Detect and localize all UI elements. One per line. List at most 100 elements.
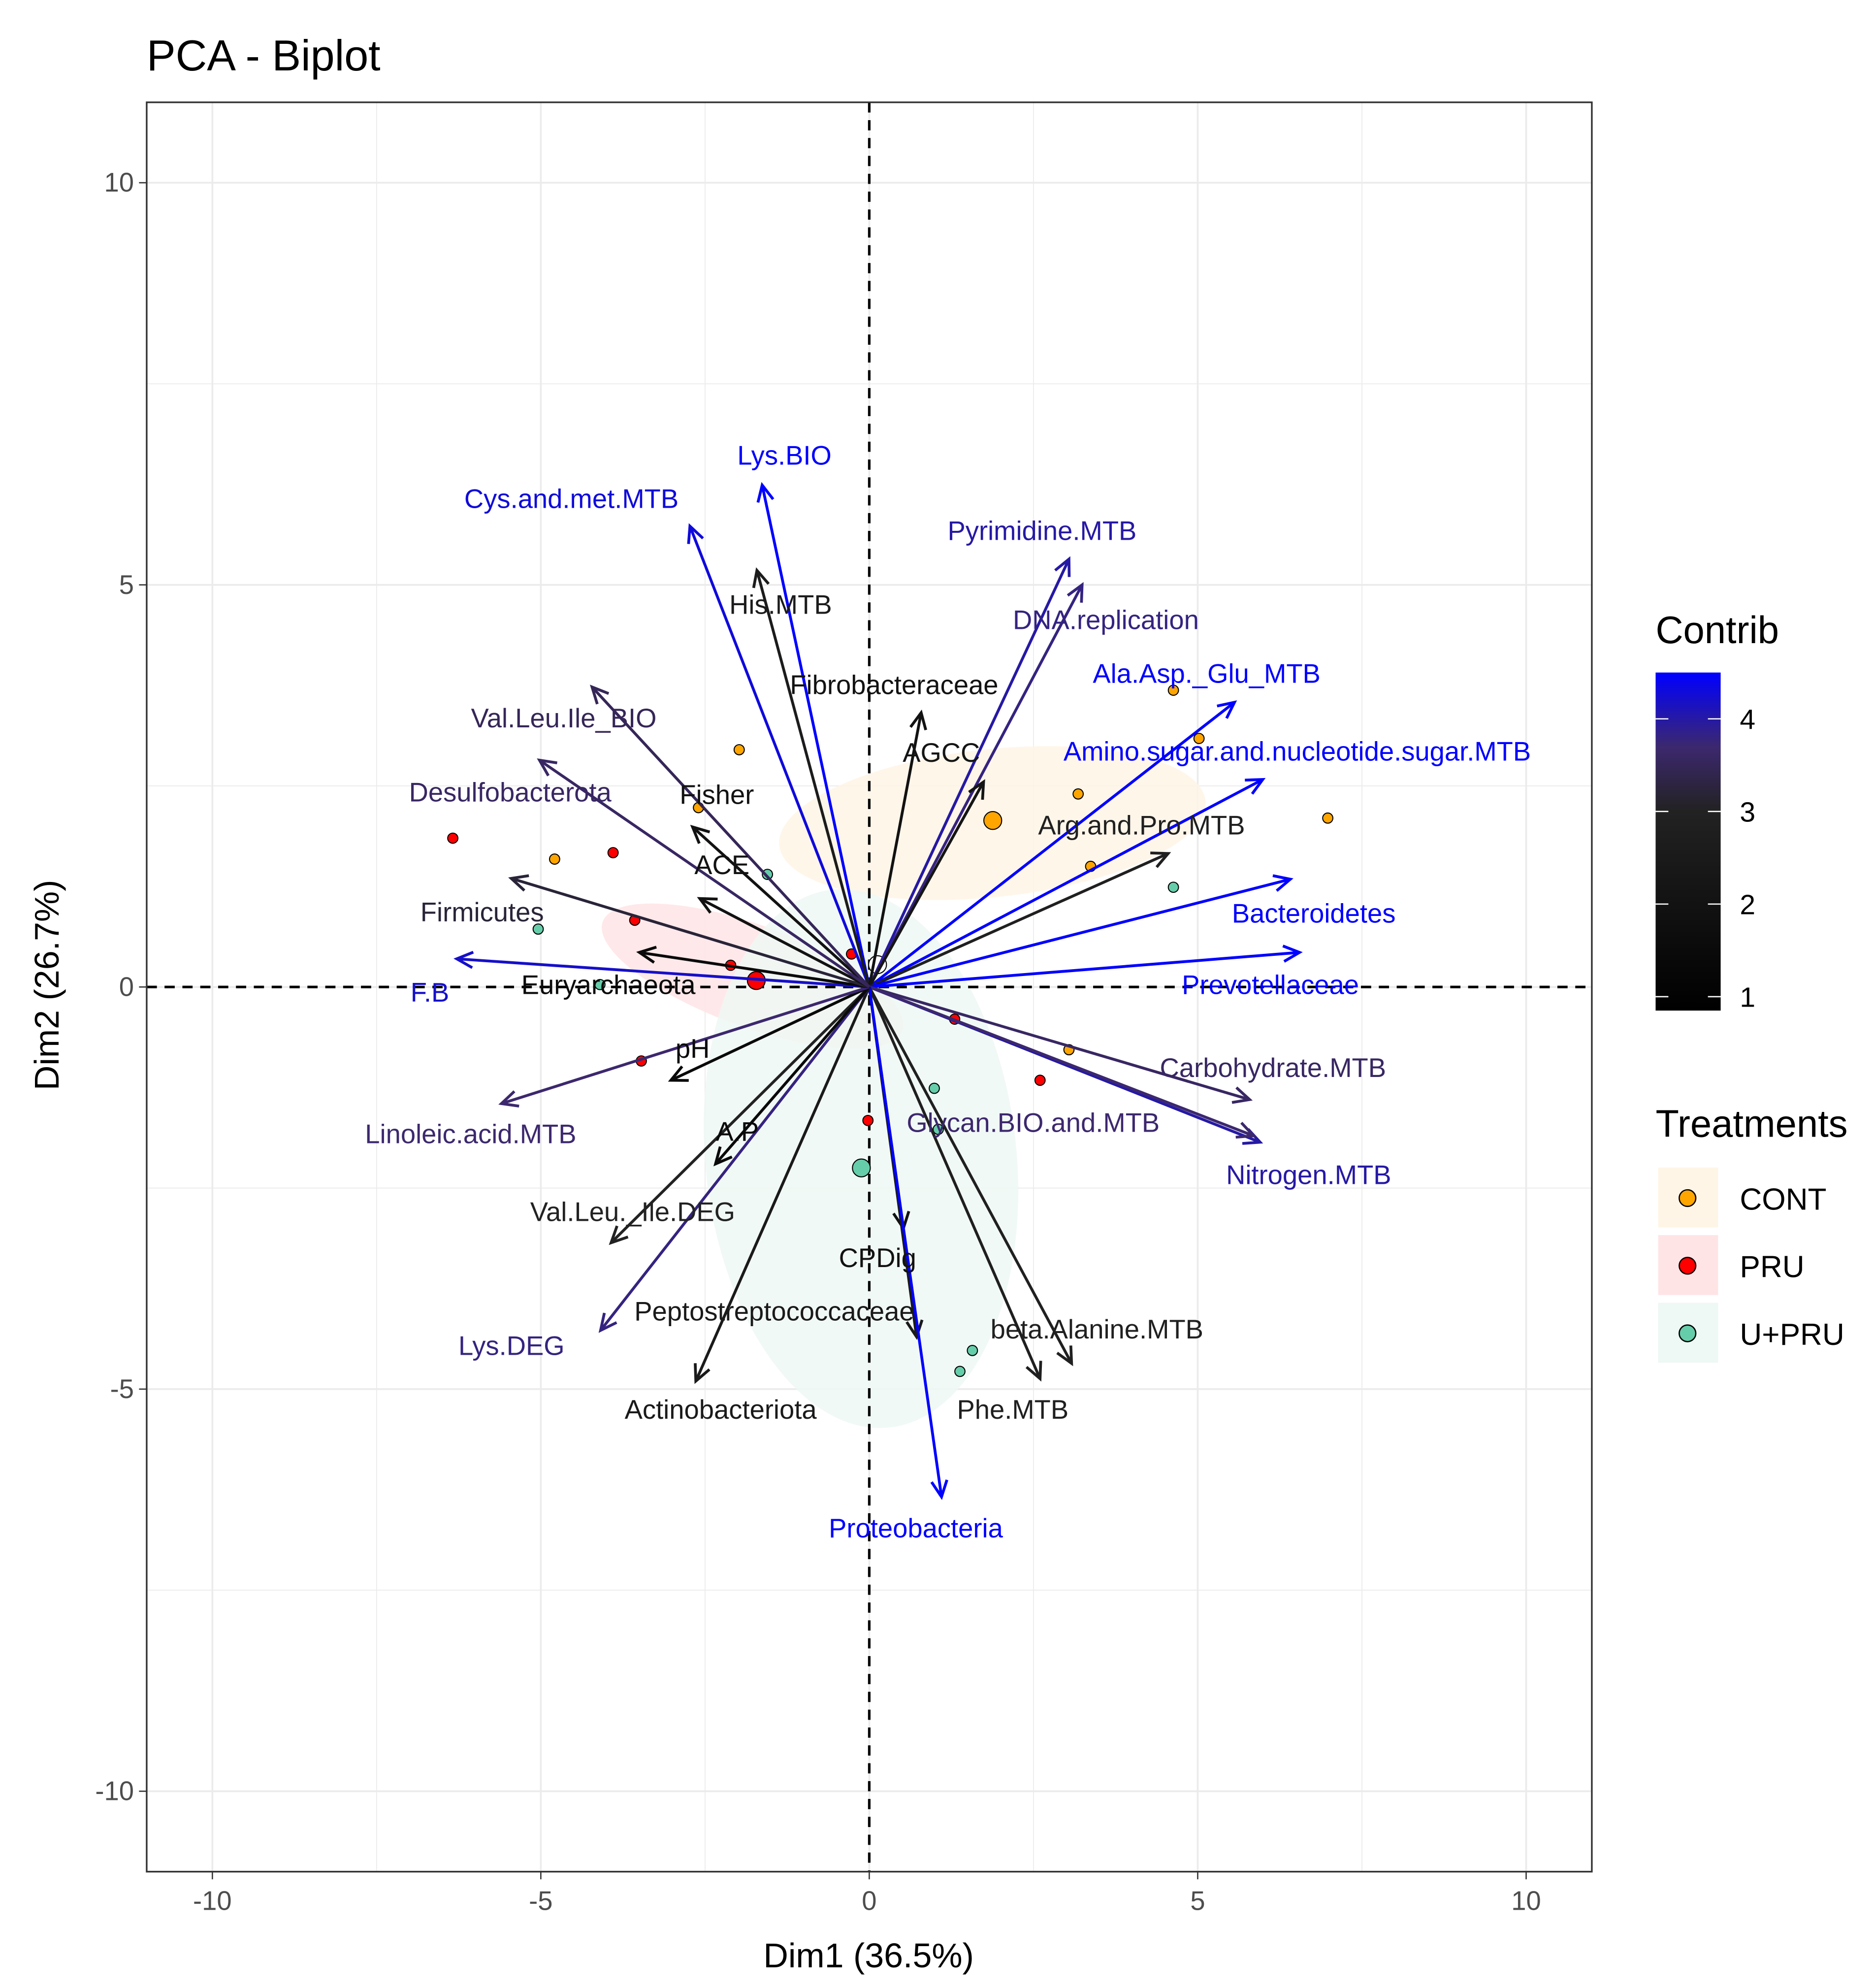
variable-label: Firmicutes <box>420 897 544 927</box>
arrow-shaft <box>869 852 1169 988</box>
x-tick-label: -5 <box>529 1886 552 1916</box>
arrow-Arg.and.Pro.MTB <box>869 851 1171 988</box>
chart-title: PCA - Biplot <box>147 31 381 80</box>
variable-label: pH <box>676 1034 710 1064</box>
arrow-head <box>1282 945 1303 963</box>
contrib-colorbar <box>1655 672 1721 1011</box>
legend-marker-PRU <box>1679 1257 1697 1275</box>
variable-label: F.B <box>411 978 450 1008</box>
arrow-shaft <box>869 985 1254 1138</box>
axes: -10 -5 0 5 10 -10 -5 0 5 10 <box>95 167 1541 1916</box>
variable-label: AGCC <box>903 738 980 768</box>
x-tick-label: -10 <box>193 1886 232 1916</box>
arrow-head <box>589 684 610 705</box>
arrow-Ala.Asp._Glu_MTB <box>868 700 1237 988</box>
arrow-head <box>697 897 718 914</box>
contrib-legend-title: Contrib <box>1655 609 1779 652</box>
point-CONT <box>549 853 560 865</box>
arrow-shaft <box>761 485 871 987</box>
y-tick-label: 10 <box>104 167 134 197</box>
legend-label: U+PRU <box>1740 1318 1844 1352</box>
variable-label: Val.Leu.Ile_BIO <box>471 703 657 733</box>
arrow-Lys.DEG <box>598 986 871 1333</box>
point-CONT <box>733 744 745 755</box>
arrow-head <box>1150 851 1171 868</box>
arrow-head <box>636 945 657 964</box>
arrow-Fibrobacteraceae <box>868 709 927 987</box>
x-tick-label: 10 <box>1511 1886 1541 1916</box>
variable-label: Phe.MTB <box>957 1395 1068 1425</box>
arrow-head <box>752 567 770 588</box>
arrow-head <box>694 1363 711 1384</box>
arrow-His.MTB <box>752 567 871 987</box>
arrow-head <box>1056 1345 1073 1367</box>
arrow-shaft <box>868 701 1235 988</box>
variable-label: Peptostreptococcaceae <box>634 1297 914 1327</box>
arrow-head <box>1235 1121 1257 1139</box>
arrow-head <box>598 1312 617 1333</box>
arrow-head <box>668 1065 689 1082</box>
point-U+PRU <box>1167 881 1179 893</box>
arrow-head <box>968 779 985 800</box>
arrow-head <box>1025 1361 1042 1382</box>
arrow-shaft <box>639 951 870 989</box>
variable-label: Bacteroidetes <box>1232 898 1396 928</box>
point-PRU <box>1034 1075 1046 1086</box>
point-CONT <box>1167 684 1179 696</box>
arrow-F.B <box>453 950 870 989</box>
arrow-head <box>905 1319 924 1340</box>
point-PRU <box>862 1114 874 1126</box>
colorbar-tick-label: 2 <box>1740 889 1755 921</box>
arrow-Bacteroidetes <box>869 874 1293 989</box>
legend-marker-CONT <box>1679 1189 1697 1207</box>
arrow-Desulfobacterota <box>537 758 871 988</box>
legend-label: PRU <box>1740 1250 1804 1284</box>
arrow-shaft <box>670 985 870 1082</box>
arrow-shaft <box>868 986 943 1498</box>
point-U+PRU <box>929 1082 940 1094</box>
arrow-Val.Leu._Ile.DEG <box>609 986 871 1245</box>
y-tick-label: -10 <box>95 1776 134 1806</box>
arrow-shaft <box>591 686 871 988</box>
arrow-head <box>1245 778 1266 795</box>
arrow-shaft <box>610 986 871 1244</box>
arrow-shaft <box>688 525 871 988</box>
variable-label: ACE <box>694 850 749 880</box>
y-tick-label: 0 <box>119 972 134 1002</box>
arrow-shaft <box>755 570 871 987</box>
variable-label: Fisher <box>679 780 754 810</box>
arrow-Euryarchaeota <box>636 945 870 989</box>
variable-label: Arg.and.Pro.MTB <box>1038 811 1245 841</box>
arrow-head <box>1067 582 1084 603</box>
arrow-Actinobacteriota <box>694 986 871 1384</box>
arrow-Lys.BIO <box>756 482 871 987</box>
point-U+PRU <box>532 923 544 935</box>
variable-label: Val.Leu._Ile.DEG <box>530 1197 735 1227</box>
variable-label: DNA.replication <box>1013 605 1199 635</box>
arrow-head <box>1217 700 1237 719</box>
arrow-shaft <box>501 985 870 1105</box>
arrow-head <box>508 874 529 892</box>
variable-label: Pyrimidine.MTB <box>948 516 1137 546</box>
arrow-head <box>1231 1086 1253 1104</box>
arrow-Linoleic.acid.MTB <box>498 985 870 1108</box>
variable-label: CPDig <box>839 1243 916 1273</box>
arrow-shaft <box>869 951 1300 989</box>
arrow-shaft <box>869 985 1250 1101</box>
arrow-pH <box>668 985 870 1082</box>
variable-label: Nitrogen.MTB <box>1226 1160 1391 1190</box>
arrow-shaft <box>868 986 1073 1364</box>
point-PRU <box>607 847 619 858</box>
variable-label: Glycan.BIO.and.MTB <box>906 1108 1160 1138</box>
x-axis-label: Dim1 (36.5%) <box>763 1936 974 1975</box>
treatments-legend-title: Treatments <box>1655 1103 1847 1145</box>
variable-label: Actinobacteriota <box>625 1395 817 1425</box>
variable-label: Euryarchaeota <box>521 970 696 1000</box>
arrow-head <box>756 482 775 503</box>
x-tick-label: 5 <box>1190 1886 1205 1916</box>
arrow-head <box>1272 874 1293 892</box>
x-tick-label: 0 <box>862 1886 876 1916</box>
variable-label: beta.Alanine.MTB <box>991 1314 1203 1344</box>
arrow-Amino.sugar.and.nucleotide.sugar.MTB <box>869 778 1266 988</box>
arrow-head <box>909 709 927 731</box>
